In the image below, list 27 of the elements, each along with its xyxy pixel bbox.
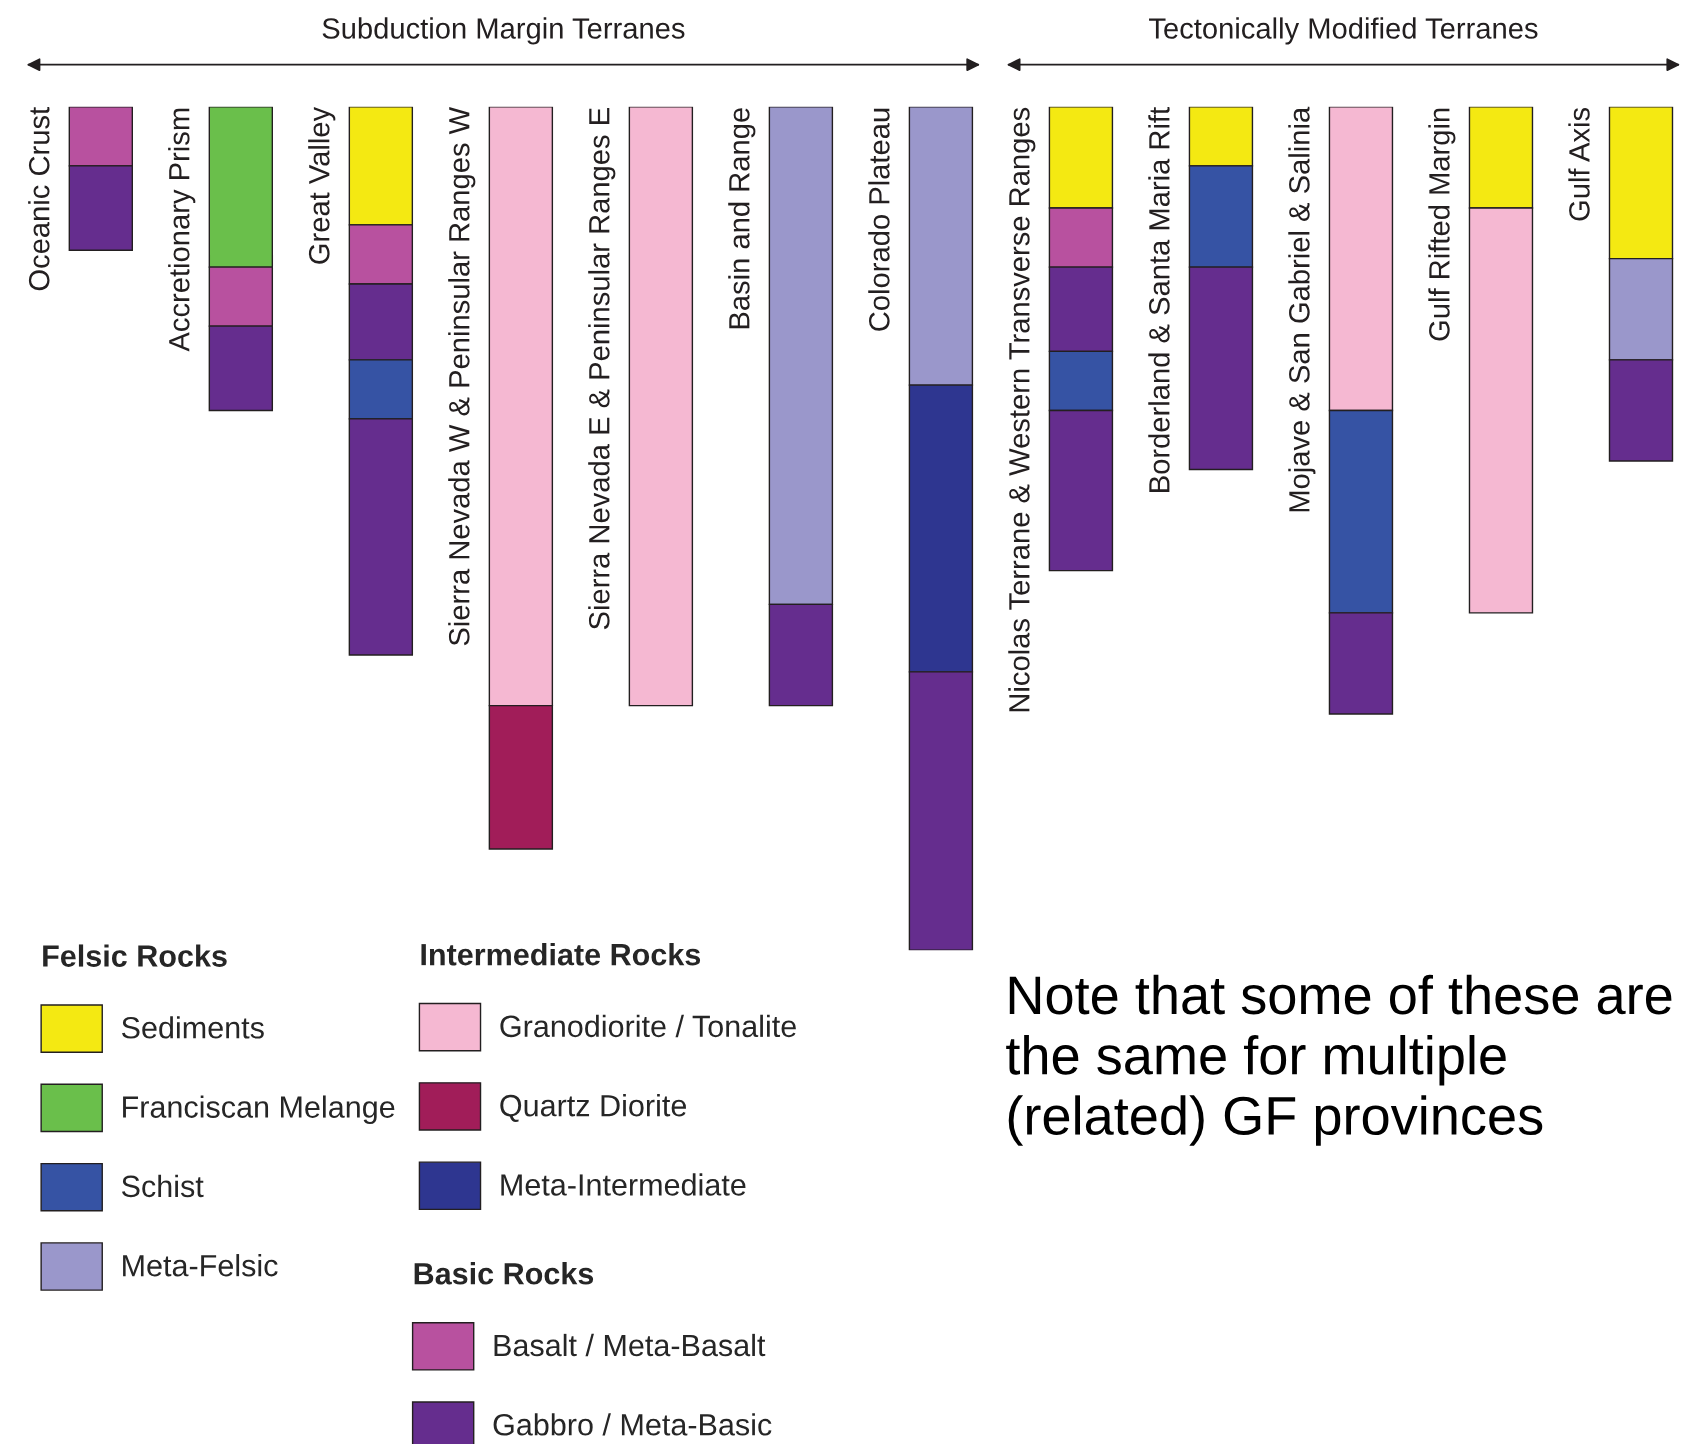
- legend-label: Sediments: [121, 1016, 264, 1039]
- x-tick-label: Accretionary Prism: [168, 108, 196, 352]
- x-tick-label: Gulf Rifted Margin: [1428, 108, 1456, 341]
- text: Tectonically Modified Terranes: [1149, 17, 1538, 45]
- x-tick-label: Nicolas Terrane & Western Transverse Ranges: [1008, 107, 1036, 712]
- legend-label: Meta-Felsic: [123, 1254, 278, 1277]
- legend-label: Schist: [121, 1174, 204, 1198]
- annotation: Intermediate Rocks: [421, 943, 701, 966]
- legend-label: Basalt / Meta-Basalt: [494, 1333, 766, 1357]
- text: Note that some of these are the same for multiple (related) GF provinces: [1006, 974, 1672, 1146]
- legend-label: Meta-Intermediate: [501, 1173, 746, 1196]
- legend-label: Granodiorite / Tonalite: [500, 1014, 796, 1038]
- text: Basic Rocks: [414, 1262, 594, 1285]
- x-tick-label: Great Valley: [308, 106, 336, 264]
- x-tick-label: Sierra Nevada E & Peninsular Ranges E: [588, 108, 616, 630]
- x-tick-label: Sierra Nevada W & Peninsular Ranges W: [448, 106, 476, 646]
- x-tick-label: Mojave & San Gabriel & Salinia: [1288, 106, 1316, 512]
- annotation: Felsic Rocks: [43, 944, 227, 967]
- x-tick-label: Colorado Plateau: [868, 108, 890, 331]
- text: Subduction Margin Terranes: [322, 17, 685, 45]
- x-tick-label: Basin and Range: [728, 108, 756, 329]
- legend-label: Quartz Diorite: [500, 1094, 686, 1122]
- x-tick-label: Oceanic Crust: [28, 107, 50, 291]
- legend-label: Gabbro / Meta-Basic: [493, 1413, 772, 1436]
- x-tick-label: Borderland & Santa Maria Rift: [1148, 107, 1170, 492]
- x-tick-label: Gulf Axis: [1568, 107, 1590, 221]
- legend-label: Franciscan Melange: [123, 1095, 395, 1124]
